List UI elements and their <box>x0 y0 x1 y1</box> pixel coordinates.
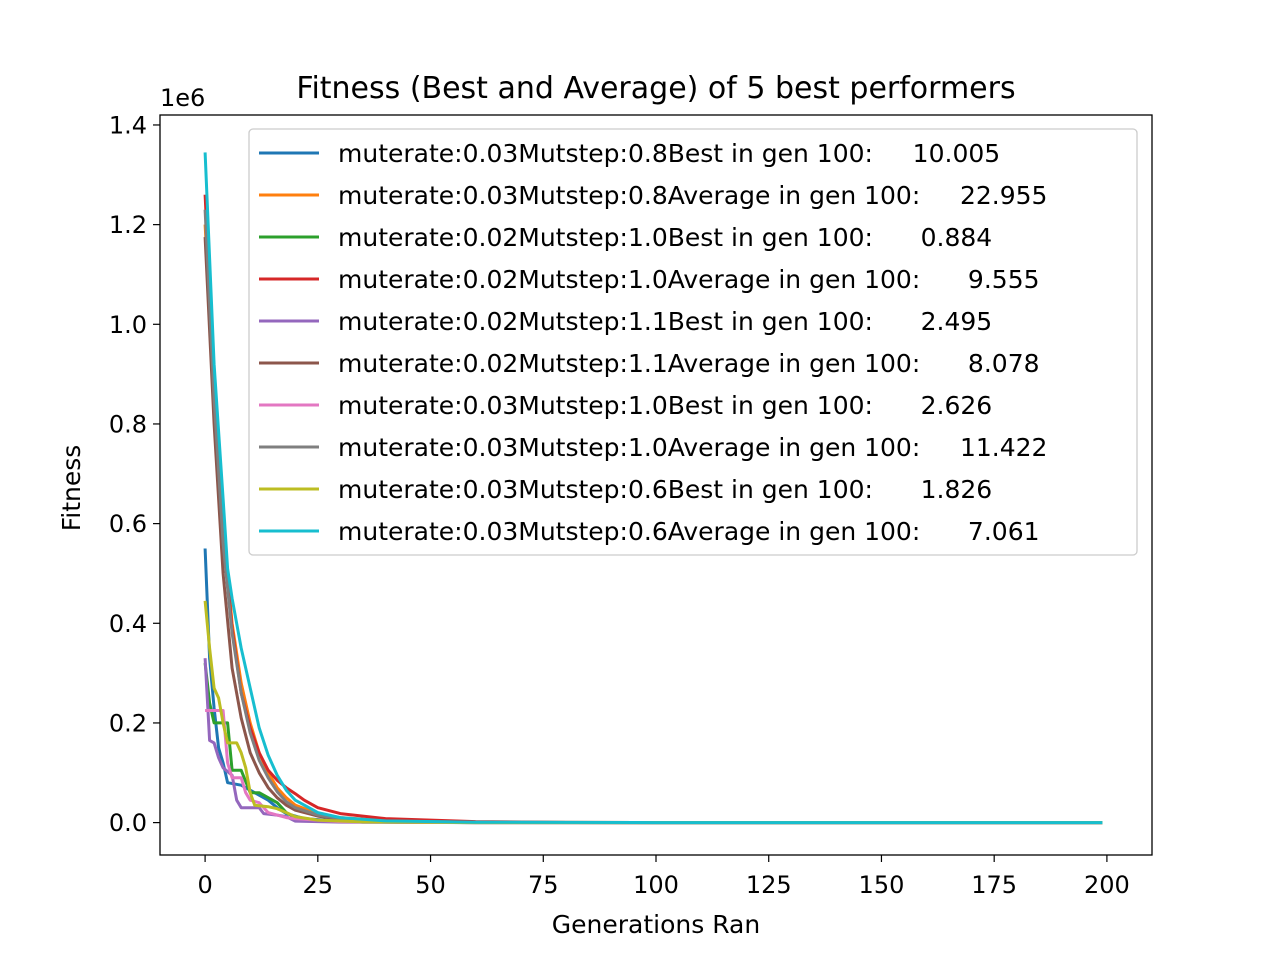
y-tick-label: 0.2 <box>109 709 147 737</box>
series-line-10 <box>203 152 1103 825</box>
x-tick-label: 75 <box>528 871 559 899</box>
x-tick-label: 150 <box>859 871 905 899</box>
legend-label: muterate:0.03Mutstep:1.0Average in gen 1… <box>338 433 1047 462</box>
y-tick-label: 0.6 <box>109 510 147 538</box>
legend-label: muterate:0.02Mutstep:1.0Average in gen 1… <box>338 265 1040 294</box>
y-tick-label: 0.4 <box>109 610 147 638</box>
plot-area <box>159 114 1153 856</box>
x-axis-ticks: 0 25 50 75 100 125 150 175 200 <box>197 855 1130 899</box>
y-tick-label: 0.0 <box>109 809 147 837</box>
legend-label: muterate:0.03Mutstep:0.6Best in gen 100:… <box>338 475 992 504</box>
legend-label: muterate:0.02Mutstep:1.0Best in gen 100:… <box>338 223 992 252</box>
x-tick-label: 50 <box>415 871 446 899</box>
legend-label: muterate:0.03Mutstep:0.8Best in gen 100:… <box>338 139 1000 168</box>
x-tick-label: 175 <box>971 871 1017 899</box>
y-axis-offset-label: 1e6 <box>160 84 205 112</box>
y-tick-label: 1.4 <box>109 111 147 139</box>
legend-label: muterate:0.02Mutstep:1.1Best in gen 100:… <box>338 307 992 336</box>
x-tick-label: 200 <box>1084 871 1130 899</box>
x-axis-label: Generations Ran <box>552 910 760 939</box>
y-tick-label: 1.2 <box>109 211 147 239</box>
y-axis-ticks: 0.0 0.2 0.4 0.6 0.8 1.0 1.2 1.4 <box>109 111 160 837</box>
legend: muterate:0.03Mutstep:0.8Best in gen 100:… <box>248 128 1138 556</box>
x-tick-label: 125 <box>746 871 792 899</box>
x-tick-label: 0 <box>197 871 212 899</box>
chart-title: Fitness (Best and Average) of 5 best per… <box>296 71 1015 106</box>
series-layer <box>203 152 1103 825</box>
y-tick-label: 0.8 <box>109 410 147 438</box>
x-tick-label: 100 <box>633 871 679 899</box>
legend-frame <box>248 128 1138 556</box>
y-axis-label: Fitness <box>57 445 86 532</box>
series-line-9 <box>203 600 1103 825</box>
legend-label: muterate:0.02Mutstep:1.1Average in gen 1… <box>338 349 1040 378</box>
legend-label: muterate:0.03Mutstep:1.0Best in gen 100:… <box>338 391 992 420</box>
legend-label: muterate:0.03Mutstep:0.8Average in gen 1… <box>338 181 1047 210</box>
legend-label: muterate:0.03Mutstep:0.6Average in gen 1… <box>338 517 1040 546</box>
x-tick-label: 25 <box>303 871 334 899</box>
legend-items: muterate:0.03Mutstep:0.8Best in gen 100:… <box>259 139 1047 546</box>
y-tick-label: 1.0 <box>109 311 147 339</box>
